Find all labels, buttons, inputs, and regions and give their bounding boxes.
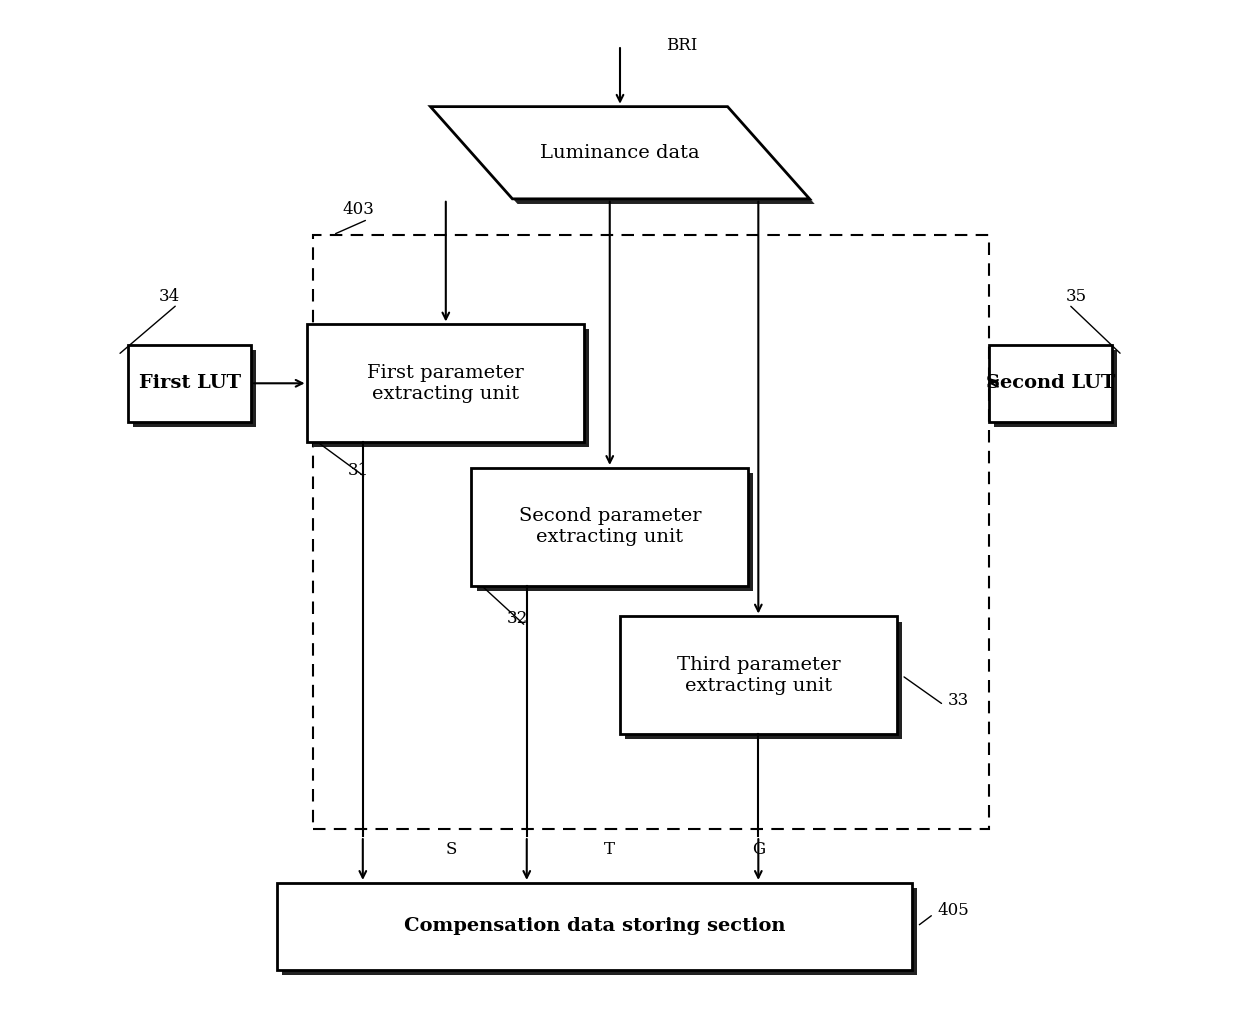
Text: First parameter
extracting unit: First parameter extracting unit bbox=[367, 364, 525, 403]
FancyBboxPatch shape bbox=[277, 883, 913, 970]
FancyBboxPatch shape bbox=[625, 622, 901, 740]
Text: Third parameter
extracting unit: Third parameter extracting unit bbox=[677, 656, 841, 695]
FancyBboxPatch shape bbox=[988, 345, 1112, 421]
FancyBboxPatch shape bbox=[620, 617, 897, 734]
Text: 33: 33 bbox=[947, 692, 970, 710]
Text: 35: 35 bbox=[1065, 288, 1086, 305]
Text: 31: 31 bbox=[348, 462, 370, 479]
Text: BRI: BRI bbox=[666, 36, 697, 54]
FancyBboxPatch shape bbox=[281, 888, 918, 975]
FancyBboxPatch shape bbox=[471, 468, 748, 586]
Text: 34: 34 bbox=[159, 288, 180, 305]
Text: T: T bbox=[604, 841, 615, 858]
FancyBboxPatch shape bbox=[128, 345, 252, 421]
FancyBboxPatch shape bbox=[133, 350, 257, 427]
Polygon shape bbox=[435, 112, 815, 204]
Text: Second LUT: Second LUT bbox=[986, 374, 1115, 393]
FancyBboxPatch shape bbox=[308, 324, 584, 442]
FancyBboxPatch shape bbox=[476, 473, 753, 591]
Polygon shape bbox=[430, 106, 810, 199]
Text: 32: 32 bbox=[507, 611, 528, 627]
Text: G: G bbox=[751, 841, 765, 858]
FancyBboxPatch shape bbox=[312, 330, 589, 447]
Text: First LUT: First LUT bbox=[139, 374, 241, 393]
Text: Second parameter
extracting unit: Second parameter extracting unit bbox=[518, 507, 701, 546]
Text: Luminance data: Luminance data bbox=[541, 144, 699, 162]
Text: 405: 405 bbox=[937, 903, 970, 919]
Text: 403: 403 bbox=[342, 200, 374, 218]
FancyBboxPatch shape bbox=[994, 350, 1117, 427]
Text: S: S bbox=[445, 841, 456, 858]
Text: Compensation data storing section: Compensation data storing section bbox=[404, 917, 785, 935]
